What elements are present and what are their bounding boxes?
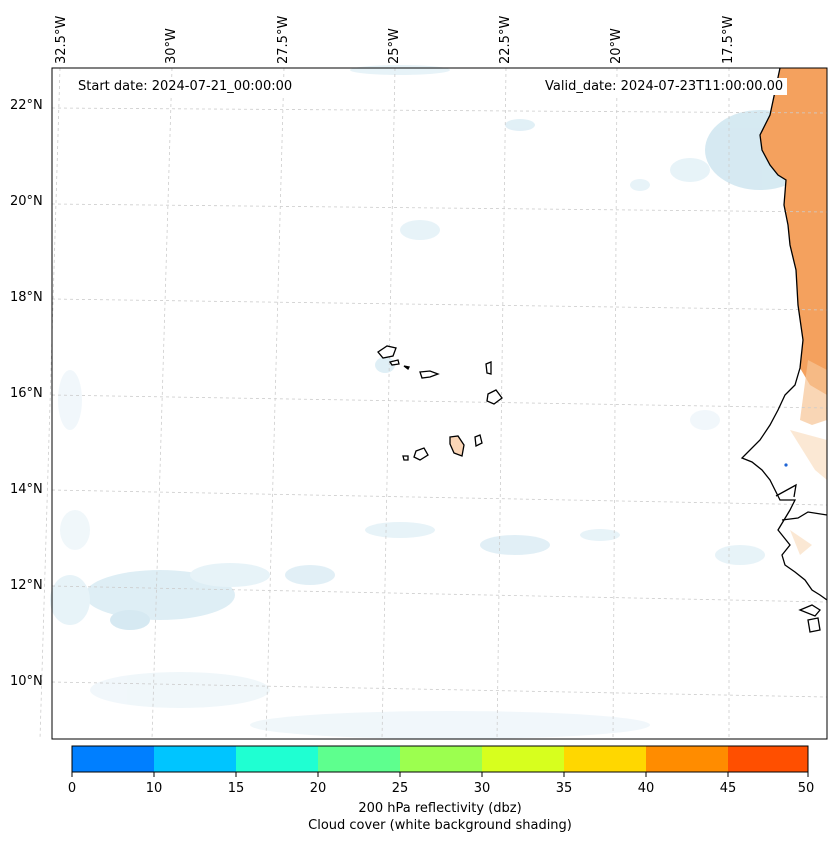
lon-label-32-5w: 32.5°W <box>54 15 69 64</box>
lon-label-22-5w: 22.5°W <box>498 15 513 64</box>
colorbar-segment <box>646 746 728 772</box>
colorbar-segment <box>154 746 236 772</box>
west-africa-landmass <box>760 68 827 555</box>
colorbar-tick-label: 45 <box>719 781 737 796</box>
colorbar-segment <box>318 746 400 772</box>
colorbar-tick-label: 20 <box>309 781 327 796</box>
colorbar-ticks <box>71 772 809 777</box>
colorbar-tick-label: 30 <box>473 781 491 796</box>
colorbar-tick-label: 10 <box>145 781 163 796</box>
colorbar-tick-label: 35 <box>555 781 573 796</box>
lat-label-10n: 10°N <box>10 674 43 689</box>
lon-label-27-5w: 27.5°W <box>276 15 291 64</box>
lat-label-12n: 12°N <box>10 578 43 593</box>
lon-label-20w: 20°W <box>609 28 624 64</box>
cape-verde-islands <box>377 345 503 461</box>
map-frame <box>51 67 828 740</box>
colorbar <box>71 745 809 777</box>
colorbar-tick-label: 15 <box>227 781 245 796</box>
lat-label-22n: 22°N <box>10 98 43 113</box>
start-date-label: Start date: 2024-07-21_00:00:00 <box>74 78 297 95</box>
colorbar-segment <box>482 746 564 772</box>
colorbar-caption-reflectivity: 200 hPa reflectivity (dbz) <box>358 801 522 816</box>
valid-date-label: Valid_date: 2024-07-23T11:00:00.00 <box>541 78 788 95</box>
coastline <box>740 67 828 633</box>
colorbar-tick-label: 25 <box>391 781 409 796</box>
reflectivity-cell <box>784 463 788 467</box>
cloud-cover-shading <box>50 65 815 739</box>
colorbar-tick-label: 40 <box>637 781 655 796</box>
graticule <box>39 67 828 740</box>
lat-label-14n: 14°N <box>10 482 43 497</box>
colorbar-segment <box>728 746 808 772</box>
lat-label-18n: 18°N <box>10 290 43 305</box>
colorbar-segment <box>72 746 154 772</box>
colorbar-outline <box>71 745 809 773</box>
lat-label-16n: 16°N <box>10 386 43 401</box>
colorbar-tick-label: 0 <box>67 781 77 796</box>
colorbar-segment <box>236 746 318 772</box>
map-background <box>52 68 827 739</box>
lon-label-25w: 25°W <box>387 28 402 64</box>
colorbar-caption-cloud-cover: Cloud cover (white background shading) <box>308 818 572 833</box>
lat-label-20n: 20°N <box>10 194 43 209</box>
colorbar-tick-label: 50 <box>797 781 815 796</box>
lon-label-17-5w: 17.5°W <box>721 15 736 64</box>
lon-label-30w: 30°W <box>164 28 179 64</box>
colorbar-segment <box>564 746 646 772</box>
colorbar-segment <box>400 746 482 772</box>
